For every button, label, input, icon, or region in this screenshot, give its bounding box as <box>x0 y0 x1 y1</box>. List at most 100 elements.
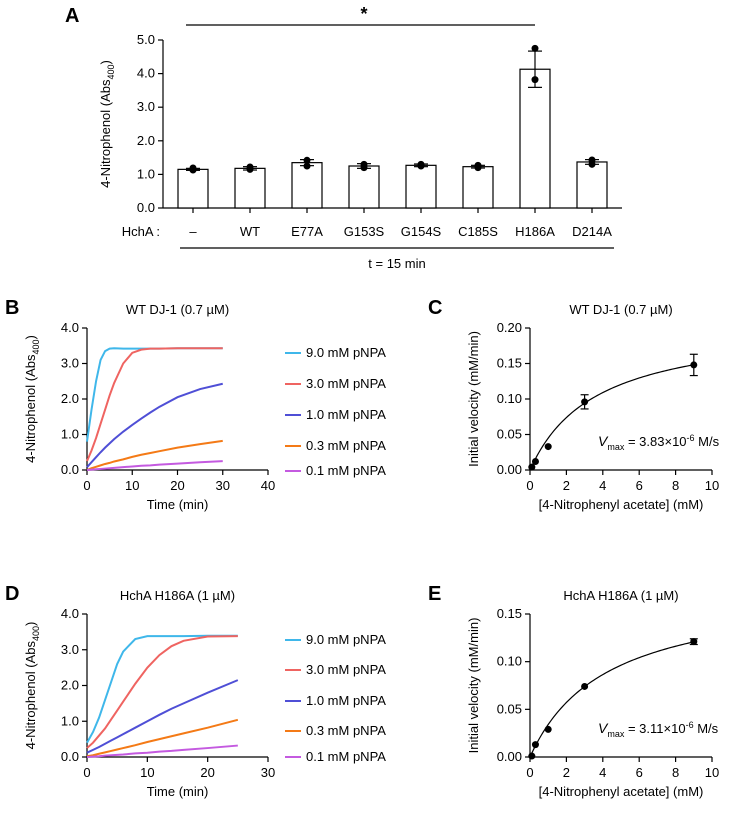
ylabel-subscript: 400 <box>31 339 41 354</box>
x-tick-label: 4 <box>599 478 606 493</box>
significance-star: * <box>360 4 367 24</box>
y-tick-label: 0.0 <box>137 200 155 215</box>
ylabel-end: ) <box>23 335 38 339</box>
y-tick-label: 0.05 <box>497 701 522 716</box>
x-tick-label: 4 <box>599 765 606 780</box>
data-point <box>531 76 539 84</box>
category-label: G153S <box>344 224 385 239</box>
y-tick-label: 0.0 <box>61 749 79 764</box>
bar-H186A <box>519 68 551 209</box>
data-point <box>417 160 425 168</box>
y-tick-label: 4.0 <box>61 606 79 621</box>
y-tick-label: 4.0 <box>137 66 155 81</box>
data-point <box>303 156 311 164</box>
y-tick-label: 0.00 <box>497 462 522 477</box>
vmax-subscript: max <box>607 442 625 452</box>
x-axis-label: Time (min) <box>147 784 209 799</box>
data-point <box>690 361 698 369</box>
x-tick-label: 30 <box>261 765 275 780</box>
category-label: WT <box>240 224 260 239</box>
vmax-symbol: V <box>598 720 609 736</box>
y-tick-label: 2.0 <box>61 391 79 406</box>
data-point <box>690 638 698 646</box>
panel-label-D: D <box>5 583 19 605</box>
data-point <box>581 398 589 406</box>
y-tick-label: 0.10 <box>497 654 522 669</box>
x-axis-label: [4-Nitrophenyl acetate] (mM) <box>539 497 704 512</box>
x-tick-label: 10 <box>125 478 139 493</box>
x-tick-label: 20 <box>170 478 184 493</box>
x-tick-label: 0 <box>526 765 533 780</box>
legend-label: 9.0 mM pNPA <box>306 632 386 647</box>
vmax-unit: M/s <box>695 434 720 449</box>
ylabel-subscript: 400 <box>106 64 116 79</box>
y-tick-label: 2.0 <box>137 133 155 148</box>
y-axis-label: 4-Nitrophenol (Abs400) <box>23 335 41 463</box>
category-label: E77A <box>291 224 323 239</box>
series-line-0-1-mM-pNPA <box>86 460 223 471</box>
y-tick-label: 0.10 <box>497 391 522 406</box>
y-tick-label: 0.0 <box>61 462 79 477</box>
legend-label: 1.0 mM pNPA <box>306 407 386 422</box>
x-tick-label: 0 <box>526 478 533 493</box>
bar-– <box>177 168 209 209</box>
x-tick-label: 2 <box>563 478 570 493</box>
x-tick-label: 0 <box>83 478 90 493</box>
panel-label-A: A <box>65 5 79 27</box>
vmax-exponent: -6 <box>686 720 694 730</box>
data-point <box>531 457 539 465</box>
data-point <box>303 162 311 170</box>
x-tick-label: 8 <box>672 765 679 780</box>
data-point <box>360 160 368 168</box>
data-point <box>189 164 197 172</box>
timepoint-label: t = 15 min <box>368 256 425 271</box>
vmax-subscript: max <box>607 729 625 739</box>
vmax-value: = 3.11×10 <box>624 721 685 736</box>
bar-WT <box>234 167 266 209</box>
fit-curve <box>529 641 694 758</box>
series-line-1-0-mM-pNPA <box>86 382 223 468</box>
x-tick-label: 2 <box>563 765 570 780</box>
vmax-unit: M/s <box>694 721 719 736</box>
legend-label: 0.3 mM pNPA <box>306 438 386 453</box>
ylabel-end: ) <box>98 60 113 64</box>
data-point <box>544 443 552 451</box>
series-line-3-0-mM-pNPA <box>86 347 223 462</box>
y-tick-label: 2.0 <box>61 678 79 693</box>
x-tick-label: 20 <box>200 765 214 780</box>
legend-label: 3.0 mM pNPA <box>306 662 386 677</box>
x-tick-label: 8 <box>672 478 679 493</box>
legend-label: 0.3 mM pNPA <box>306 723 386 738</box>
series-line-0-1-mM-pNPA <box>86 744 238 758</box>
x-tick-label: 0 <box>83 765 90 780</box>
series-line-0-3-mM-pNPA <box>86 439 223 471</box>
x-tick-label: 30 <box>216 478 230 493</box>
bar-C185S <box>462 166 494 209</box>
x-tick-label: 10 <box>705 765 719 780</box>
category-label: D214A <box>572 224 612 239</box>
vmax-annotation: Vmax = 3.83×10-6 M/s <box>598 433 720 452</box>
y-tick-label: 3.0 <box>137 99 155 114</box>
chart-title: WT DJ-1 (0.7 µM) <box>126 302 229 317</box>
group-label: HchA : <box>122 224 160 239</box>
y-axis-label: Initial velocity (mM/min) <box>466 618 481 754</box>
category-label: C185S <box>458 224 498 239</box>
fit-curve <box>529 364 694 471</box>
y-tick-label: 0.05 <box>497 427 522 442</box>
y-axis-label: Initial velocity (mM/min) <box>466 331 481 467</box>
series-line-0-3-mM-pNPA <box>86 718 239 758</box>
y-tick-label: 1.0 <box>61 427 79 442</box>
data-point <box>588 156 596 164</box>
data-point <box>528 463 536 471</box>
data-point <box>474 161 482 169</box>
vmax-symbol: V <box>598 433 609 449</box>
data-point <box>528 752 536 760</box>
bar-D214A <box>576 161 608 209</box>
x-tick-label: 6 <box>636 765 643 780</box>
x-tick-label: 6 <box>636 478 643 493</box>
x-axis-label: Time (min) <box>147 497 209 512</box>
vmax-annotation: Vmax = 3.11×10-6 M/s <box>598 720 719 739</box>
ylabel-subscript: 400 <box>31 626 41 641</box>
bar-G153S <box>348 165 380 209</box>
series-line-3-0-mM-pNPA <box>86 635 238 749</box>
